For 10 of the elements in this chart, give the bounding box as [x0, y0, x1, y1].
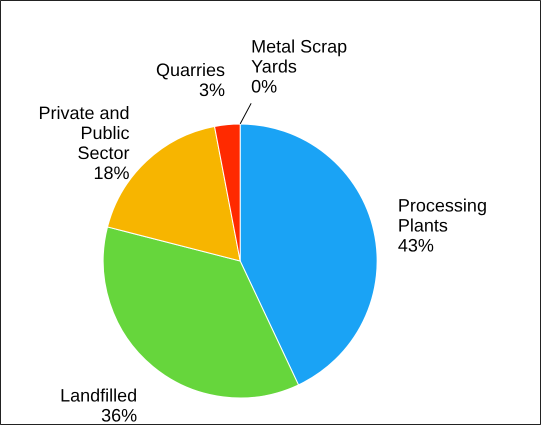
text: 0%	[251, 76, 278, 96]
data-label: 36%	[101, 406, 138, 425]
slice-label: Landfilled	[60, 386, 138, 406]
category-label: Metal Scrap Yards	[251, 36, 348, 76]
slice-label: Processing Plants	[398, 196, 487, 236]
slice-label: Quarries	[156, 60, 225, 80]
data-label: 18%	[94, 163, 130, 184]
data-label: 43%	[398, 236, 434, 256]
data-label: 3%	[198, 80, 225, 100]
slice-label: Private and Public Sector	[38, 103, 130, 164]
